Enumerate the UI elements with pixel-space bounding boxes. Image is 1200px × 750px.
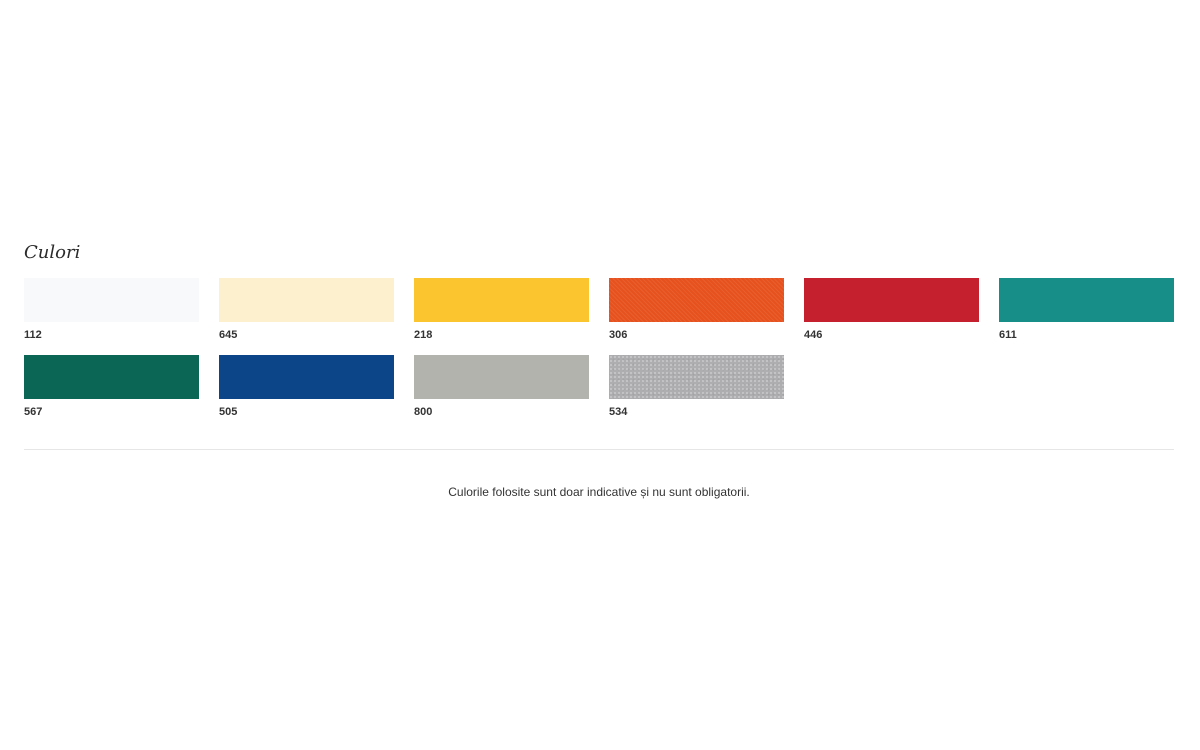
- swatch-code: 645: [219, 329, 238, 341]
- swatch-code: 112: [24, 329, 42, 341]
- color-swatch[interactable]: 567: [24, 355, 199, 419]
- colors-section: Culori 112 645 218 306 446 611 567: [24, 238, 1174, 419]
- color-swatch[interactable]: 306: [609, 278, 784, 342]
- swatch-code: 534: [609, 406, 628, 418]
- swatch-color-sample: [24, 278, 199, 322]
- swatch-color-sample: [609, 278, 784, 322]
- swatch-color-sample: [219, 355, 394, 399]
- swatch-code: 505: [219, 406, 238, 418]
- swatch-code: 306: [609, 329, 628, 341]
- color-disclaimer: Culorile folosite sunt doar indicative ș…: [448, 485, 750, 499]
- color-swatch[interactable]: 112: [24, 278, 199, 342]
- swatch-color-sample: [414, 355, 589, 399]
- swatch-color-sample: [999, 278, 1174, 322]
- color-swatch[interactable]: 645: [219, 278, 394, 342]
- section-divider: [24, 449, 1174, 450]
- color-swatch[interactable]: 446: [804, 278, 979, 342]
- swatch-code: 611: [999, 329, 1017, 341]
- swatch-code: 218: [414, 329, 433, 341]
- swatch-code: 567: [24, 406, 43, 418]
- color-swatch[interactable]: 611: [999, 278, 1174, 342]
- swatch-code: 800: [414, 406, 433, 418]
- color-swatch[interactable]: 534: [609, 355, 784, 419]
- swatch-color-sample: [609, 355, 784, 399]
- color-swatch[interactable]: 800: [414, 355, 589, 419]
- color-swatch-grid: 112 645 218 306 446 611 567 505: [24, 278, 1174, 419]
- swatch-code: 446: [804, 329, 823, 341]
- swatch-color-sample: [414, 278, 589, 322]
- swatch-color-sample: [219, 278, 394, 322]
- color-swatch[interactable]: 505: [219, 355, 394, 419]
- swatch-color-sample: [24, 355, 199, 399]
- color-swatch[interactable]: 218: [414, 278, 589, 342]
- section-title: Culori: [24, 242, 81, 263]
- swatch-color-sample: [804, 278, 979, 322]
